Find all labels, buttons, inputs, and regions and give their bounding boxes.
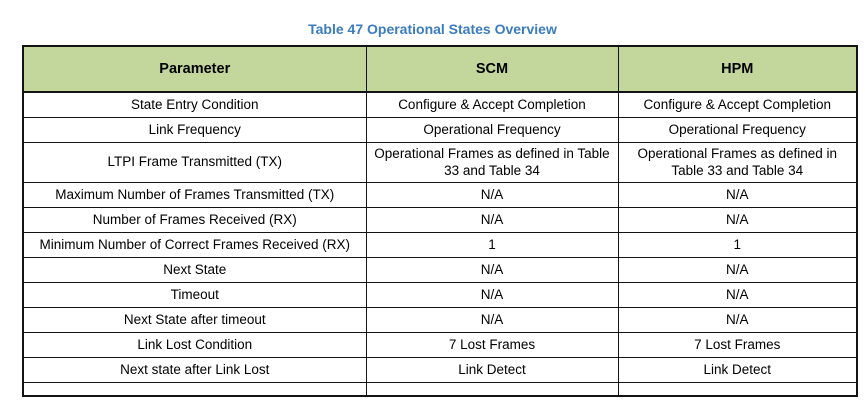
value-cell: N/A (617, 256, 858, 283)
table-row: Link Frequency Operational Frequency Opera… (22, 116, 858, 143)
header-cell-scm: SCM (365, 45, 619, 93)
value-cell: N/A (365, 306, 619, 333)
table-row: LTPI Frame Transmitted (TX) Operational F… (22, 141, 858, 183)
value-cell: N/A (617, 306, 858, 333)
value-cell: 7 Lost Frames (365, 331, 619, 358)
value-cell: N/A (617, 281, 858, 308)
header-row: Parameter SCM HPM (22, 45, 858, 93)
table-body: State Entry Condition Configure & Accept … (22, 91, 858, 397)
value-cell: Link Detect (617, 356, 858, 383)
value-cell: Operational Frequency (617, 116, 858, 143)
value-cell: 1 (365, 231, 619, 258)
parameter-cell: Next state after Link Lost (22, 356, 367, 383)
table-row: Number of Frames Received (RX) N/A N/A (22, 206, 858, 233)
value-cell: Link Detect (365, 356, 619, 383)
parameter-cell: Maximum Number of Frames Transmitted (TX… (22, 181, 367, 208)
value-cell: Configure & Accept Completion (365, 91, 619, 118)
clipped-cell (617, 381, 858, 397)
table-row: Minimum Number of Correct Frames Receive… (22, 231, 858, 258)
states-table: Parameter SCM HPM State Entry Condition C… (22, 45, 858, 398)
value-cell: 7 Lost Frames (617, 331, 858, 358)
value-cell: Operational Frequency (365, 116, 619, 143)
value-cell: Operational Frames as defined in Table 3… (617, 141, 858, 183)
value-cell: N/A (365, 281, 619, 308)
value-cell: N/A (617, 181, 858, 208)
table-row: Link Lost Condition 7 Lost Frames 7 Lost F… (22, 331, 858, 358)
parameter-cell: Timeout (22, 281, 367, 308)
header-cell-parameter: Parameter (22, 45, 367, 93)
table-row: Next State after timeout N/A N/A (22, 306, 858, 333)
table-row: Next state after Link Lost Link Detect Lin… (22, 356, 858, 383)
parameter-cell: Link Frequency (22, 116, 367, 143)
clipped-cell (365, 381, 619, 397)
parameter-cell: LTPI Frame Transmitted (TX) (22, 141, 367, 183)
value-cell: Configure & Accept Completion (617, 91, 858, 118)
table-header: Parameter SCM HPM (22, 45, 858, 93)
parameter-cell: Next State after timeout (22, 306, 367, 333)
clipped-cell (22, 381, 367, 397)
parameter-cell: State Entry Condition (22, 91, 367, 118)
table-row: State Entry Condition Configure & Accept … (22, 91, 858, 118)
table-caption: Table 47 Operational States Overview (308, 21, 557, 37)
parameter-cell: Minimum Number of Correct Frames Receive… (22, 231, 367, 258)
value-cell: N/A (617, 206, 858, 233)
parameter-cell: Number of Frames Received (RX) (22, 206, 367, 233)
parameter-cell: Link Lost Condition (22, 331, 367, 358)
header-cell-hpm: HPM (617, 45, 858, 93)
value-cell: N/A (365, 181, 619, 208)
table-row: Timeout N/A N/A (22, 281, 858, 308)
value-cell: 1 (617, 231, 858, 258)
value-cell: Operational Frames as defined in Table 3… (365, 141, 619, 183)
value-cell: N/A (365, 256, 619, 283)
parameter-cell: Next State (22, 256, 367, 283)
table-clip-region: Parameter SCM HPM State Entry Condition C… (22, 45, 858, 408)
value-cell: N/A (365, 206, 619, 233)
table-row: Next State N/A N/A (22, 256, 858, 283)
table-row-clipped (22, 381, 858, 397)
table-row: Maximum Number of Frames Transmitted (TX… (22, 181, 858, 208)
